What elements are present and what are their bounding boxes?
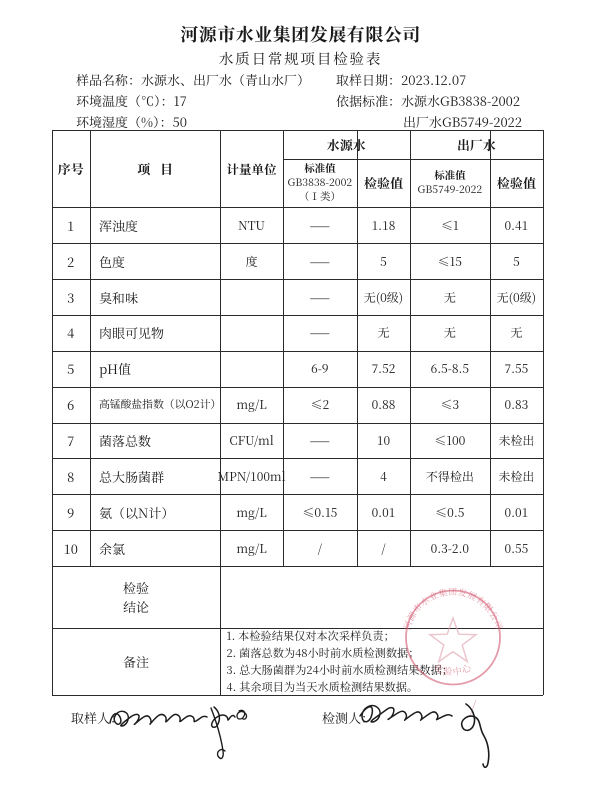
svg-text:化验中心: 化验中心 [432, 660, 474, 679]
svg-text:河源市水业集团发展有限公司: 河源市水业集团发展有限公司 [401, 587, 505, 631]
